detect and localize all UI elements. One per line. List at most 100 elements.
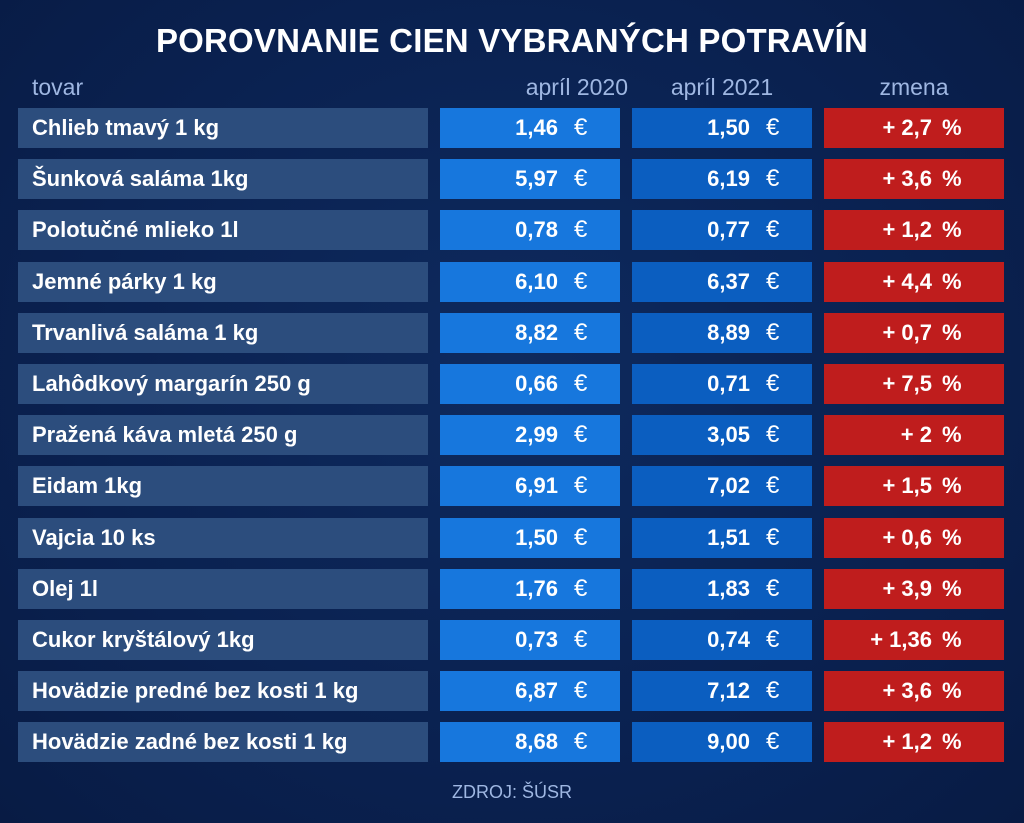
percent-sign: % xyxy=(942,115,962,140)
item-name-cell: Pražená káva mletá 250 g xyxy=(18,415,428,455)
euro-sign: € xyxy=(574,421,588,448)
change-value: + 3,6 xyxy=(882,166,932,191)
change-cell: + 3,6% xyxy=(824,159,1004,199)
price-value: 1,46 xyxy=(515,115,558,140)
item-name-cell: Šunková saláma 1kg xyxy=(18,159,428,199)
change-value: + 4,4 xyxy=(882,269,932,294)
price-value: 2,99 xyxy=(515,422,558,447)
table-row: Polotučné mlieko 1l 0,78 €0,77 € + 1,2% xyxy=(0,210,1024,250)
item-name-cell: Jemné párky 1 kg xyxy=(18,262,428,302)
price-2020-cell: 0,66 € xyxy=(440,364,620,404)
price-2020-cell: 2,99 € xyxy=(440,415,620,455)
percent-sign: % xyxy=(942,422,962,447)
price-value: 6,37 xyxy=(707,269,750,294)
price-2021-cell: 1,51 € xyxy=(632,518,812,558)
euro-sign: € xyxy=(574,575,588,602)
euro-sign: € xyxy=(574,268,588,295)
price-2021-cell: 3,05 € xyxy=(632,415,812,455)
price-value: 9,00 xyxy=(707,729,750,754)
price-2021-cell: 0,74 € xyxy=(632,620,812,660)
column-header-april-2021: apríl 2021 xyxy=(670,74,774,100)
price-value: 0,66 xyxy=(515,371,558,396)
euro-sign: € xyxy=(574,472,588,499)
euro-sign: € xyxy=(574,626,588,653)
euro-sign: € xyxy=(766,268,780,295)
euro-sign: € xyxy=(766,319,780,346)
price-value: 7,02 xyxy=(707,473,750,498)
price-2021-cell: 9,00 € xyxy=(632,722,812,762)
price-2020-cell: 1,46 € xyxy=(440,108,620,148)
euro-sign: € xyxy=(766,165,780,192)
price-value: 1,83 xyxy=(707,576,750,601)
price-value: 6,19 xyxy=(707,166,750,191)
item-name-cell: Olej 1l xyxy=(18,569,428,609)
column-header-change: zmena xyxy=(879,74,949,100)
item-name-cell: Chlieb tmavý 1 kg xyxy=(18,108,428,148)
table-row: Cukor kryštálový 1kg 0,73 €0,74 € + 1,36% xyxy=(0,620,1024,660)
change-value: + 1,5 xyxy=(882,473,932,498)
percent-sign: % xyxy=(942,473,962,498)
change-value: + 3,9 xyxy=(882,576,932,601)
euro-sign: € xyxy=(766,626,780,653)
euro-sign: € xyxy=(766,472,780,499)
item-name-cell: Polotučné mlieko 1l xyxy=(18,210,428,250)
table-row: Vajcia 10 ks 1,50 €1,51 € + 0,6% xyxy=(0,518,1024,558)
column-header-item: tovar xyxy=(32,74,84,100)
table-row: Pražená káva mletá 250 g 2,99 €3,05 € + 2% xyxy=(0,415,1024,455)
euro-sign: € xyxy=(766,524,780,551)
change-value: + 2,7 xyxy=(882,115,932,140)
price-2021-cell: 6,19 € xyxy=(632,159,812,199)
table-row: Lahôdkový margarín 250 g 0,66 €0,71 € + 7,5% xyxy=(0,364,1024,404)
source-note: ZDROJ: ŠÚSR xyxy=(451,782,572,802)
price-value: 5,97 xyxy=(515,166,558,191)
price-2021-cell: 6,37 € xyxy=(632,262,812,302)
item-name-cell: Vajcia 10 ks xyxy=(18,518,428,558)
price-2020-cell: 6,91 € xyxy=(440,466,620,506)
price-2020-cell: 1,50 € xyxy=(440,518,620,558)
euro-sign: € xyxy=(574,114,588,141)
change-value: + 0,7 xyxy=(882,320,932,345)
percent-sign: % xyxy=(942,627,962,652)
euro-sign: € xyxy=(574,524,588,551)
change-value: + 7,5 xyxy=(882,371,932,396)
price-value: 1,50 xyxy=(515,525,558,550)
change-cell: + 3,9% xyxy=(824,569,1004,609)
price-value: 8,89 xyxy=(707,320,750,345)
percent-sign: % xyxy=(942,576,962,601)
change-cell: + 1,36% xyxy=(824,620,1004,660)
change-value: + 2 xyxy=(900,422,932,447)
euro-sign: € xyxy=(574,165,588,192)
price-value: 0,78 xyxy=(515,217,558,242)
change-cell: + 1,5% xyxy=(824,466,1004,506)
item-name-cell: Eidam 1kg xyxy=(18,466,428,506)
euro-sign: € xyxy=(766,216,780,243)
change-cell: + 2% xyxy=(824,415,1004,455)
change-value: + 1,36 xyxy=(870,627,932,652)
change-value: + 3,6 xyxy=(882,678,932,703)
table-row: Hovädzie predné bez kosti 1 kg 6,87 €7,12 €… xyxy=(0,671,1024,711)
percent-sign: % xyxy=(942,729,962,754)
price-2020-cell: 8,68 € xyxy=(440,722,620,762)
item-name-cell: Hovädzie zadné bez kosti 1 kg xyxy=(18,722,428,762)
price-2021-cell: 0,77 € xyxy=(632,210,812,250)
table-row: Jemné párky 1 kg 6,10 € 6,37 € + 4,4% xyxy=(0,262,1024,302)
euro-sign: € xyxy=(766,421,780,448)
price-value: 8,82 xyxy=(515,320,558,345)
euro-sign: € xyxy=(574,216,588,243)
percent-sign: % xyxy=(942,525,962,550)
euro-sign: € xyxy=(574,370,588,397)
percent-sign: % xyxy=(942,371,962,396)
price-2021-cell: 7,02 € xyxy=(632,466,812,506)
price-2020-cell: 6,10 € xyxy=(440,262,620,302)
euro-sign: € xyxy=(766,728,780,755)
euro-sign: € xyxy=(574,677,588,704)
price-value: 0,73 xyxy=(515,627,558,652)
change-cell: + 1,2% xyxy=(824,722,1004,762)
table-row: Trvanlivá saláma 1 kg 8,82 €8,89 € + 0,7% xyxy=(0,313,1024,353)
price-2020-cell: 6,87 € xyxy=(440,671,620,711)
percent-sign: % xyxy=(942,269,962,294)
table-row: Eidam 1kg 6,91 €7,02 € + 1,5% xyxy=(0,466,1024,506)
change-cell: + 0,6% xyxy=(824,518,1004,558)
price-value: 6,91 xyxy=(515,473,558,498)
